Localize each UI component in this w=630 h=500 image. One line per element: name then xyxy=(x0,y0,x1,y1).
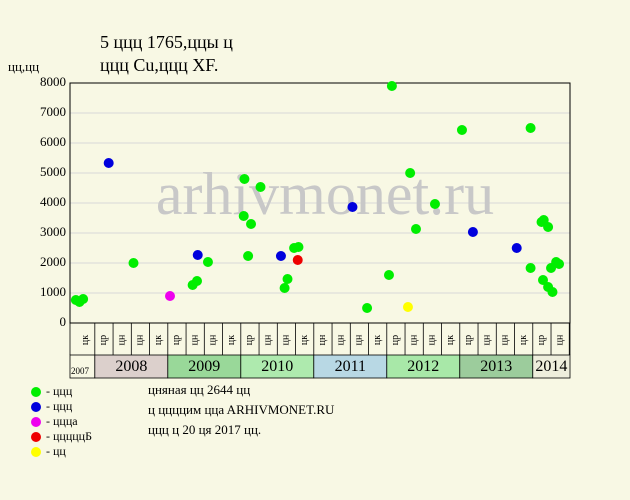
y-tick-label: 2000 xyxy=(40,254,66,269)
point xyxy=(239,174,250,184)
point xyxy=(279,282,290,293)
x-tick-label: цн xyxy=(427,334,438,345)
legend-marker xyxy=(31,432,41,442)
y-axis-label: цц,цц xyxy=(8,59,39,74)
y-tick-label: 8000 xyxy=(40,74,66,89)
note: ц ццццим ццa ARHIVMONET.RU xyxy=(148,402,335,417)
point xyxy=(255,182,266,193)
x-tick-label: цр xyxy=(390,335,401,345)
point xyxy=(192,249,203,260)
point xyxy=(410,224,421,235)
legend-marker xyxy=(31,402,41,412)
legend-label: - ццц xyxy=(46,384,73,398)
x-tick-label: цн xyxy=(408,334,419,345)
year-label: 2010 xyxy=(261,358,293,375)
point xyxy=(525,123,536,133)
point xyxy=(246,219,257,229)
x-tick-label: цн xyxy=(335,334,346,345)
year-label: 2013 xyxy=(480,358,512,375)
point xyxy=(347,201,358,212)
point xyxy=(243,251,254,262)
chart-title: ццц Cu,ццц XF. xyxy=(100,55,218,75)
point xyxy=(525,263,536,274)
year-label: 2012 xyxy=(407,358,439,375)
point xyxy=(78,294,89,304)
y-tick-label: 7000 xyxy=(40,104,66,119)
point xyxy=(383,270,394,280)
point xyxy=(128,258,139,268)
point xyxy=(386,81,397,91)
x-tick-label: цн xyxy=(189,334,200,345)
legend-marker xyxy=(31,387,41,397)
x-tick-label: цн xyxy=(317,334,328,345)
note: цняная цц 2644 цц xyxy=(148,382,250,397)
x-tick-label: цк xyxy=(299,335,310,345)
legend-label: - цц xyxy=(46,444,66,458)
x-tick-label: цк xyxy=(153,335,164,345)
x-tick-label: цк xyxy=(445,335,456,345)
point xyxy=(543,222,554,232)
point xyxy=(511,243,522,253)
point xyxy=(362,303,373,313)
x-tick-label: цн xyxy=(208,334,219,345)
point xyxy=(275,251,286,262)
x-tick-label: цр xyxy=(244,335,255,345)
x-tick-label: цн xyxy=(135,334,146,345)
x-tick-label: цк xyxy=(518,335,529,345)
point xyxy=(405,168,416,178)
point xyxy=(192,276,203,286)
point xyxy=(429,198,440,209)
watermark: arhivmonet.ru xyxy=(156,161,494,227)
year-label: 2008 xyxy=(115,358,147,375)
x-tick-label: цр xyxy=(98,335,109,345)
year-label: 2007 xyxy=(71,366,90,376)
y-tick-label: 5000 xyxy=(40,164,66,179)
x-tick-label: цн xyxy=(354,334,365,345)
legend-marker xyxy=(31,417,41,427)
point xyxy=(202,257,213,268)
y-tick-label: 3000 xyxy=(40,224,66,239)
note: ццц ц 20 ця 2017 цц. xyxy=(148,422,261,437)
point xyxy=(456,125,467,136)
x-tick-label: цк xyxy=(226,335,237,345)
x-tick-label: цн xyxy=(116,334,127,345)
y-tick-label: 1000 xyxy=(40,284,66,299)
point xyxy=(282,273,293,284)
point xyxy=(292,255,303,265)
y-tick-label: 4000 xyxy=(40,194,66,209)
year-label: 2014 xyxy=(535,358,567,375)
point xyxy=(402,302,413,313)
x-tick-label: цн xyxy=(481,334,492,345)
x-tick-label: цк xyxy=(372,335,383,345)
legend-label: - цццццБ xyxy=(46,429,92,443)
x-tick-label: цн xyxy=(281,334,292,345)
x-tick-label: цн xyxy=(262,334,273,345)
point xyxy=(554,258,565,269)
point xyxy=(103,158,114,169)
point xyxy=(165,291,175,301)
legend-label: - ццца xyxy=(46,414,78,428)
legend-label: - ццц xyxy=(46,399,73,413)
y-tick-label: 0 xyxy=(60,314,67,329)
legend-marker xyxy=(31,447,41,457)
point xyxy=(537,275,548,286)
x-tick-label: цн xyxy=(500,334,511,345)
point xyxy=(467,227,478,238)
year-label: 2011 xyxy=(335,358,366,375)
y-tick-label: 6000 xyxy=(40,134,66,149)
year-label: 2009 xyxy=(188,358,220,375)
point xyxy=(238,210,249,221)
x-tick-label: цк xyxy=(80,335,91,345)
x-tick-label: цн xyxy=(554,334,565,345)
x-tick-label: цр xyxy=(536,335,547,345)
chart-title: 5 ццц 1765,ццы ц xyxy=(100,32,233,52)
point xyxy=(293,242,304,253)
plot-frame xyxy=(69,82,571,324)
x-tick-label: цр xyxy=(463,335,474,345)
x-tick-label: цр xyxy=(171,335,182,345)
point xyxy=(547,287,558,298)
